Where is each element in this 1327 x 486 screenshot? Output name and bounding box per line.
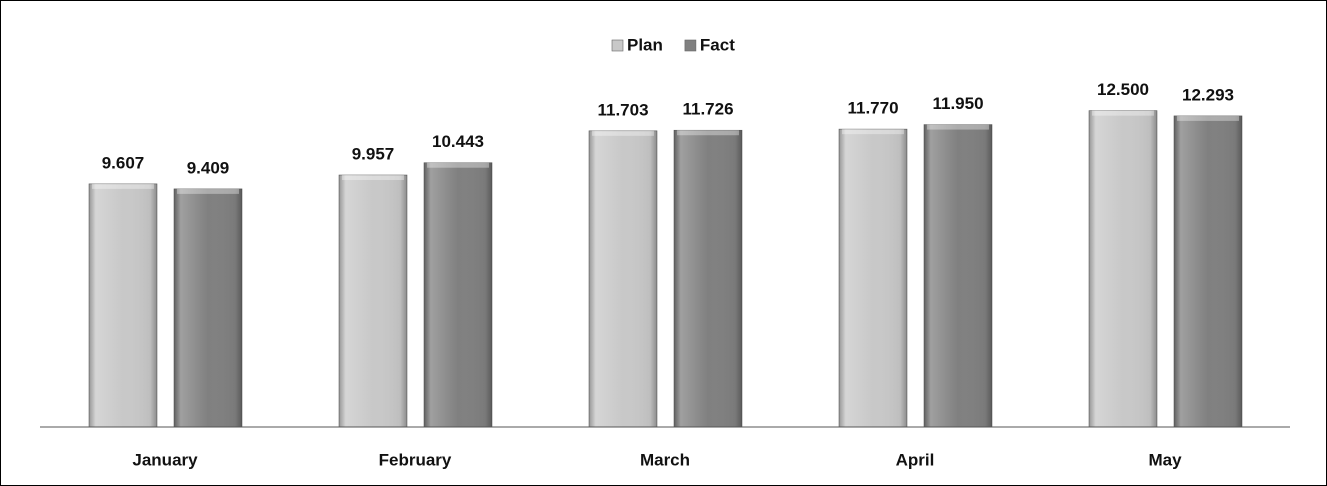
data-label: 9.607: [102, 153, 145, 172]
bar: [923, 124, 993, 428]
legend-swatch: [684, 39, 697, 52]
x-tick-label: January: [132, 450, 198, 469]
data-label: 9.409: [187, 158, 230, 177]
bar: [338, 174, 408, 428]
bar: [838, 128, 908, 428]
data-label: 11.726: [682, 100, 733, 119]
data-label: 11.770: [847, 99, 898, 118]
data-label: 10.443: [432, 132, 484, 151]
bar: [1088, 110, 1158, 428]
x-tick-label: February: [379, 450, 452, 469]
x-tick-label: March: [640, 450, 690, 469]
bar: [173, 188, 243, 428]
data-label: 11.703: [597, 100, 648, 119]
bar: [1173, 115, 1243, 428]
data-label: 12.500: [1097, 80, 1149, 99]
legend-label: Plan: [627, 35, 663, 54]
data-label: 12.293: [1182, 85, 1234, 104]
legend-label: Fact: [700, 35, 735, 54]
bar: [423, 162, 493, 428]
x-tick-label: April: [896, 450, 935, 469]
data-label: 9.957: [352, 144, 395, 163]
legend-swatch: [611, 39, 624, 52]
bar: [88, 183, 158, 428]
bar: [673, 129, 743, 428]
data-label: 11.950: [932, 94, 983, 113]
x-tick-label: May: [1148, 450, 1182, 469]
bar: [588, 130, 658, 428]
